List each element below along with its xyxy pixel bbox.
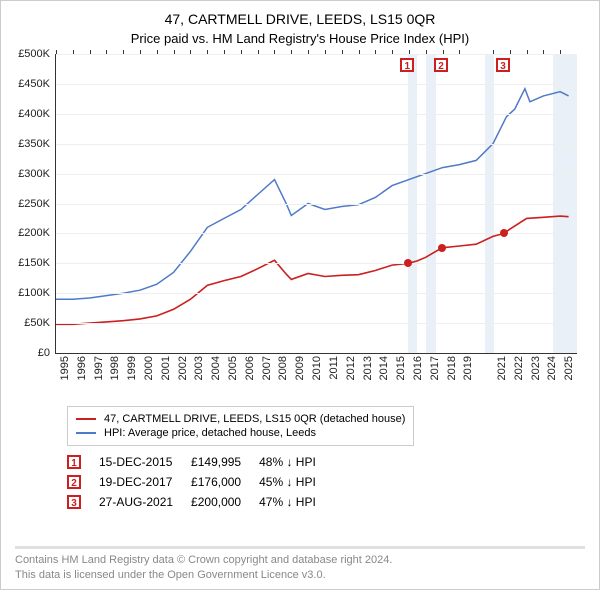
footer: Contains HM Land Registry data © Crown c… [15, 546, 585, 583]
x-axis-label: 2021 [496, 356, 508, 380]
x-axis-label: 2003 [193, 356, 205, 380]
sale-number-icon: 3 [67, 495, 81, 509]
legend: 47, CARTMELL DRIVE, LEEDS, LS15 0QR (det… [67, 406, 414, 446]
sale-number-icon: 2 [67, 475, 81, 489]
table-row: 1 15-DEC-2015£149,99548% ↓ HPI [67, 452, 334, 472]
x-axis-label: 1998 [109, 356, 121, 380]
x-axis-label: 2015 [395, 356, 407, 380]
sale-marker-box: 3 [496, 58, 510, 72]
footer-line-2: This data is licensed under the Open Gov… [15, 568, 585, 583]
x-axis-label: 2017 [429, 356, 441, 380]
y-axis-label: £50K [24, 317, 50, 329]
x-axis-label: 2002 [177, 356, 189, 380]
sale-delta: 45% ↓ HPI [259, 472, 334, 492]
x-axis-label: 1995 [59, 356, 71, 380]
x-axis-label: 2019 [462, 356, 474, 380]
x-axis-label: 2006 [244, 356, 256, 380]
sale-number-icon: 1 [67, 455, 81, 469]
sale-price: £176,000 [191, 472, 259, 492]
plot-wrapper: £0£50K£100K£150K£200K£250K£300K£350K£400… [55, 54, 577, 398]
x-axis-label: 2007 [261, 356, 273, 380]
x-axis-label: 2008 [277, 356, 289, 380]
x-axis-label: 2009 [294, 356, 306, 380]
y-axis-label: £200K [18, 227, 50, 239]
x-axis-label: 2025 [563, 356, 575, 380]
chart-title: 47, CARTMELL DRIVE, LEEDS, LS15 0QR [15, 11, 585, 27]
sale-date: 15-DEC-2015 [99, 452, 191, 472]
y-axis-label: £350K [18, 138, 50, 150]
y-axis-label: £0 [38, 347, 50, 359]
x-axis-label: 2023 [530, 356, 542, 380]
x-axis-label: 1996 [76, 356, 88, 380]
series-price_paid [56, 216, 569, 324]
legend-swatch [76, 432, 96, 434]
sale-marker-dot [438, 244, 446, 252]
x-axis-label: 2013 [362, 356, 374, 380]
x-axis-labels: 1995 1996 1997 1998 1999 2000 2001 2002 2003 2004… [55, 354, 577, 398]
legend-label: 47, CARTMELL DRIVE, LEEDS, LS15 0QR (det… [104, 413, 405, 425]
sales-table: 1 15-DEC-2015£149,99548% ↓ HPI 2 19-DEC-201… [67, 452, 334, 512]
sale-delta: 48% ↓ HPI [259, 452, 334, 472]
x-axis-label: 2018 [446, 356, 458, 380]
sale-price: £149,995 [191, 452, 259, 472]
sale-date: 27-AUG-2021 [99, 492, 191, 512]
sale-delta: 47% ↓ HPI [259, 492, 334, 512]
y-axis-label: £250K [18, 198, 50, 210]
table-row: 2 19-DEC-2017£176,00045% ↓ HPI [67, 472, 334, 492]
x-axis-label: 2001 [160, 356, 172, 380]
x-axis-label: 1997 [93, 356, 105, 380]
legend-item: HPI: Average price, detached house, Leed… [76, 427, 405, 439]
x-axis-label: 2010 [311, 356, 323, 380]
table-row: 3 27-AUG-2021£200,00047% ↓ HPI [67, 492, 334, 512]
x-axis-label: 2000 [143, 356, 155, 380]
sale-marker-box: 2 [434, 58, 448, 72]
x-axis-label: 2024 [546, 356, 558, 380]
x-axis-label: 2022 [513, 356, 525, 380]
legend-swatch [76, 418, 96, 420]
x-axis-label: 2004 [210, 356, 222, 380]
y-axis-label: £100K [18, 287, 50, 299]
x-axis-label: 2016 [412, 356, 424, 380]
series-hpi [56, 89, 569, 300]
x-axis-label: 2011 [328, 356, 340, 380]
y-axis-label: £450K [18, 78, 50, 90]
sale-marker-dot [500, 229, 508, 237]
x-axis-label: 2014 [378, 356, 390, 380]
footer-line-1: Contains HM Land Registry data © Crown c… [15, 553, 585, 568]
sale-date: 19-DEC-2017 [99, 472, 191, 492]
y-axis-label: £500K [18, 48, 50, 60]
legend-item: 47, CARTMELL DRIVE, LEEDS, LS15 0QR (det… [76, 413, 405, 425]
x-axis-label: 1999 [126, 356, 138, 380]
chart-subtitle: Price paid vs. HM Land Registry's House … [15, 31, 585, 46]
y-axis-label: £300K [18, 168, 50, 180]
x-axis-label: 2012 [345, 356, 357, 380]
sale-price: £200,000 [191, 492, 259, 512]
sale-marker-box: 1 [400, 58, 414, 72]
sale-marker-dot [404, 259, 412, 267]
legend-label: HPI: Average price, detached house, Leed… [104, 427, 316, 439]
y-axis-label: £150K [18, 257, 50, 269]
x-axis-label: 2005 [227, 356, 239, 380]
plot-area: £0£50K£100K£150K£200K£250K£300K£350K£400… [55, 54, 577, 354]
y-axis-label: £400K [18, 108, 50, 120]
chart-container: 47, CARTMELL DRIVE, LEEDS, LS15 0QR Pric… [0, 0, 600, 590]
